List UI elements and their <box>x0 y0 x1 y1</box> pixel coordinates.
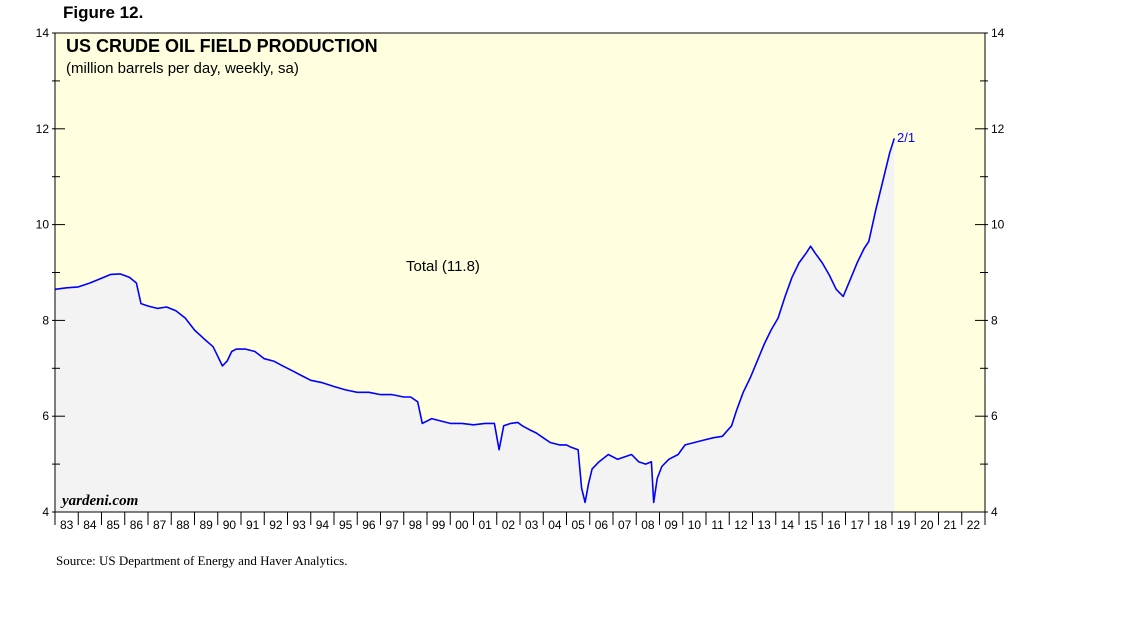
chart: 4 6 8 10 12 14 4 6 8 10 12 14 83 84 85 86 87 88 89 90 91 92… <box>36 26 1005 532</box>
x-tick-label: 18 <box>874 518 888 532</box>
x-tick-label: 21 <box>943 518 957 532</box>
x-tick-label: 91 <box>246 518 260 532</box>
x-tick-label: 89 <box>199 518 213 532</box>
x-tick-label: 93 <box>292 518 306 532</box>
series-area <box>55 138 895 512</box>
left-axis: 4 6 8 10 12 14 <box>36 26 65 519</box>
x-tick-label: 88 <box>176 518 190 532</box>
chart-title: US CRUDE OIL FIELD PRODUCTION <box>66 36 378 56</box>
y-tick-label-right: 8 <box>991 313 998 327</box>
x-tick-label: 94 <box>316 518 330 532</box>
x-tick-label: 85 <box>106 518 120 532</box>
y-tick-label-left: 12 <box>36 122 50 136</box>
x-tick-label: 06 <box>595 518 609 532</box>
series-line <box>54 138 896 504</box>
x-tick-label: 17 <box>850 518 864 532</box>
figure-label: Figure 12. <box>63 3 144 22</box>
x-tick-label: 86 <box>130 518 144 532</box>
x-tick-label: 87 <box>153 518 167 532</box>
x-tick-label: 01 <box>478 518 492 532</box>
x-tick-label: 10 <box>688 518 702 532</box>
y-tick-label-right: 4 <box>991 505 998 519</box>
x-tick-label: 11 <box>711 518 724 532</box>
x-tick-label: 99 <box>432 518 446 532</box>
chart-subtitle: (million barrels per day, weekly, sa) <box>66 60 299 77</box>
y-tick-label-left: 8 <box>42 313 49 327</box>
x-tick-label: 00 <box>455 518 469 532</box>
x-tick-label: 13 <box>757 518 771 532</box>
x-tick-label: 02 <box>502 518 516 532</box>
y-tick-label-left: 10 <box>36 218 50 232</box>
source-note: Source: US Department of Energy and Have… <box>56 553 348 568</box>
end-label: 2/1 <box>897 130 915 145</box>
x-tick-label: 95 <box>339 518 353 532</box>
y-tick-label-left: 6 <box>42 409 49 423</box>
x-tick-label: 90 <box>223 518 237 532</box>
x-tick-label: 05 <box>571 518 585 532</box>
x-tick-label: 09 <box>664 518 678 532</box>
x-tick-label: 83 <box>60 518 74 532</box>
y-tick-label-right: 14 <box>991 26 1005 40</box>
series-label: Total (11.8) <box>406 258 480 275</box>
x-tick-label: 22 <box>967 518 981 532</box>
x-tick-label: 04 <box>548 518 562 532</box>
right-axis: 4 6 8 10 12 14 <box>975 26 1005 519</box>
x-tick-label: 14 <box>781 518 795 532</box>
x-tick-label: 12 <box>734 518 748 532</box>
y-tick-label-right: 10 <box>991 218 1005 232</box>
watermark: yardeni.com <box>60 493 138 509</box>
x-tick-label: 96 <box>362 518 376 532</box>
x-tick-label: 08 <box>641 518 655 532</box>
x-tick-label: 84 <box>83 518 97 532</box>
x-tick-label: 97 <box>385 518 399 532</box>
y-tick-label-left: 14 <box>36 26 50 40</box>
x-tick-label: 98 <box>409 518 423 532</box>
x-axis: 83 84 85 86 87 88 89 90 91 92 93 94 95 96 97 98 99 00 01 02… <box>54 512 986 532</box>
x-tick-label: 92 <box>269 518 283 532</box>
y-tick-label-right: 12 <box>991 122 1005 136</box>
x-tick-label: 03 <box>525 518 539 532</box>
x-tick-label: 16 <box>827 518 841 532</box>
x-tick-label: 07 <box>618 518 632 532</box>
y-tick-label-left: 4 <box>42 505 49 519</box>
x-tick-label: 19 <box>897 518 911 532</box>
x-tick-label: 20 <box>920 518 934 532</box>
x-tick-label: 15 <box>804 518 818 532</box>
y-tick-label-right: 6 <box>991 409 998 423</box>
